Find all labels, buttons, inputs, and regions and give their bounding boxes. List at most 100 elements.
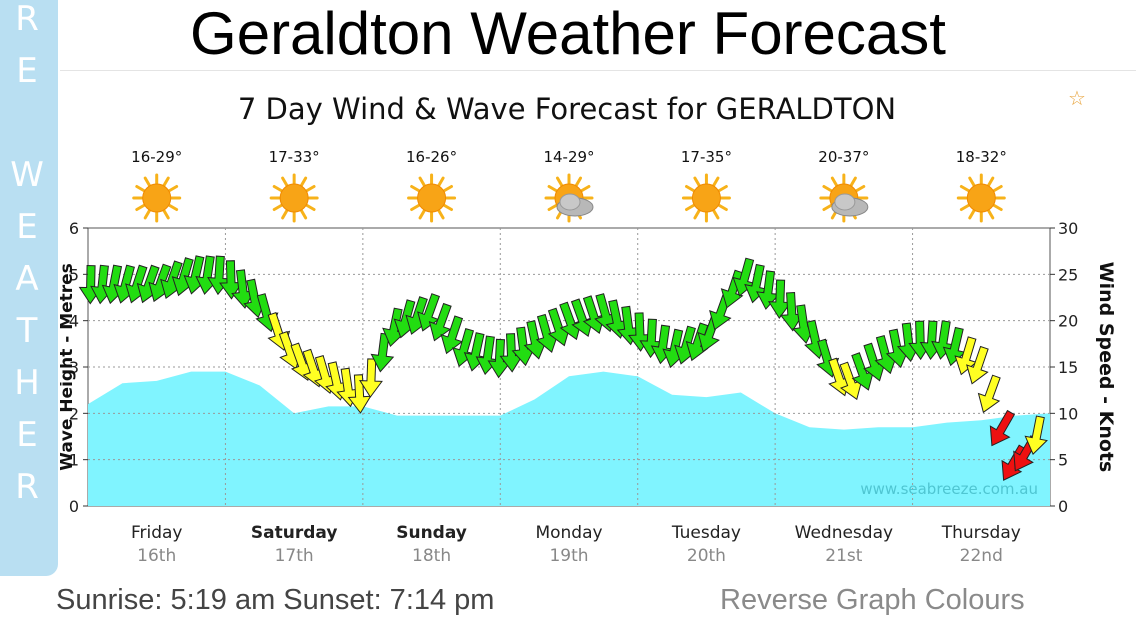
left-axis-tick-label: 5 — [69, 265, 79, 284]
day-temp-range: 16-26° — [406, 148, 457, 166]
day-date-label: 18th — [412, 546, 451, 566]
wind-arrow-shape — [428, 302, 452, 342]
sun-ray — [272, 203, 284, 211]
sun-ray — [556, 176, 564, 188]
sun-ray — [272, 185, 284, 193]
day-temp-range: 18-32° — [956, 148, 1007, 166]
sun-ray — [685, 203, 696, 211]
sun-ray — [304, 185, 316, 193]
cloud-shape — [559, 193, 581, 211]
sun-ray — [959, 185, 971, 193]
day-label: Sunday — [396, 523, 467, 543]
day-label: Saturday — [251, 523, 338, 543]
sun-icon — [132, 173, 182, 223]
left-axis-tick-label: 4 — [69, 312, 79, 331]
sun-icon — [269, 173, 319, 223]
sun-ray — [418, 176, 427, 188]
sun-ray — [574, 176, 582, 188]
sun-icon — [681, 173, 731, 223]
wave-height-area — [88, 371, 1050, 506]
day-date-label: 16th — [137, 546, 176, 566]
day-label: Thursday — [941, 523, 1021, 543]
sun-ray — [991, 185, 1003, 193]
left-axis-title: Wave Height - Metres — [60, 263, 77, 471]
side-tab-letter: R — [15, 467, 39, 507]
left-axis-tick-label: 0 — [69, 497, 79, 516]
sun-ray — [830, 176, 839, 188]
day-date-label: 21st — [825, 546, 862, 566]
side-tab-letter: E — [16, 207, 38, 247]
sun-ray — [685, 185, 696, 193]
sun-ray — [410, 185, 421, 193]
sun-ray — [162, 208, 170, 220]
sun-ray — [418, 208, 427, 220]
sun-ray — [547, 185, 559, 193]
sun-ray — [849, 176, 857, 188]
wind-arrow — [440, 315, 464, 355]
day-temp-range: 17-35° — [681, 148, 732, 166]
right-axis-tick-label: 15 — [1058, 358, 1078, 377]
right-axis-tick-label: 10 — [1058, 404, 1078, 423]
sun-ray — [135, 203, 147, 211]
right-axis-title: Wind Speed - Knots — [1095, 262, 1117, 473]
reverse-graph-colours-link[interactable]: Reverse Graph Colours — [720, 584, 1025, 616]
page-title: Geraldton Weather Forecast — [190, 0, 946, 67]
wind-arrow-shape — [966, 345, 989, 385]
day-label: Wednesday — [795, 523, 893, 543]
chart-title: 7 Day Wind & Wave Forecast for GERALDTON — [237, 92, 897, 126]
wind-arrow — [1024, 415, 1048, 455]
day-temp-range: 14-29° — [543, 148, 594, 166]
wind-arrow — [989, 409, 1016, 447]
sun-ray — [167, 185, 179, 193]
sun-ray — [693, 176, 701, 188]
watermark-text: www.seabreeze.com.au — [860, 480, 1038, 498]
sun-ray — [991, 203, 1003, 211]
day-date-label: 22nd — [960, 546, 1003, 566]
star-outline-icon[interactable]: ☆ — [1068, 88, 1086, 110]
left-axis-tick-label: 2 — [69, 404, 79, 423]
wind-arrows — [78, 255, 1048, 481]
day-temp-range: 20-37° — [818, 148, 869, 166]
sun-ray — [437, 208, 445, 220]
sun-ray — [304, 203, 316, 211]
right-axis-tick-label: 25 — [1058, 265, 1078, 284]
wind-arrow — [977, 374, 1001, 414]
sun-ray — [711, 208, 720, 220]
sun-ray — [437, 176, 445, 188]
sun-ray — [167, 203, 179, 211]
right-axis-tick-label: 0 — [1058, 497, 1068, 516]
sun-ray — [717, 185, 728, 193]
sun-ray — [547, 203, 559, 211]
sun-ray — [281, 176, 289, 188]
side-tab-letter: H — [14, 363, 40, 403]
sun-ray — [442, 203, 453, 211]
side-tab-letter: E — [16, 415, 38, 455]
sun-disc — [279, 183, 309, 213]
wind-wave-chart: www.seabreeze.com.au 0 1 2 3 4 5 6 0 5 10 15 20 25 30 W… — [60, 148, 1117, 566]
wind-arrow-shape — [977, 374, 1001, 414]
sun-disc — [142, 183, 172, 213]
wind-arrow-shape — [1024, 415, 1048, 455]
sun-ray — [854, 185, 866, 193]
partly-cloudy-icon — [819, 173, 869, 223]
sun-ray — [299, 176, 308, 188]
sun-ray — [968, 208, 976, 220]
right-axis-tick-label: 20 — [1058, 312, 1078, 331]
side-tab-letter: W — [10, 155, 44, 195]
day-date-label: 17th — [275, 546, 314, 566]
sun-ray — [968, 176, 976, 188]
sun-disc — [691, 183, 721, 213]
sun-ray — [822, 185, 834, 193]
left-axis-tick-label: 1 — [69, 451, 79, 470]
sun-icon — [407, 173, 457, 223]
day-label: Tuesday — [671, 523, 741, 543]
left-axis-tick-label: 6 — [69, 219, 79, 238]
wind-arrow-shape — [440, 315, 464, 355]
wind-arrow-shape — [989, 409, 1016, 447]
partly-cloudy-icon — [544, 173, 594, 223]
sun-ray — [959, 203, 971, 211]
sun-ray — [162, 176, 170, 188]
wind-arrow-shape — [359, 358, 383, 398]
sun-ray — [299, 208, 308, 220]
